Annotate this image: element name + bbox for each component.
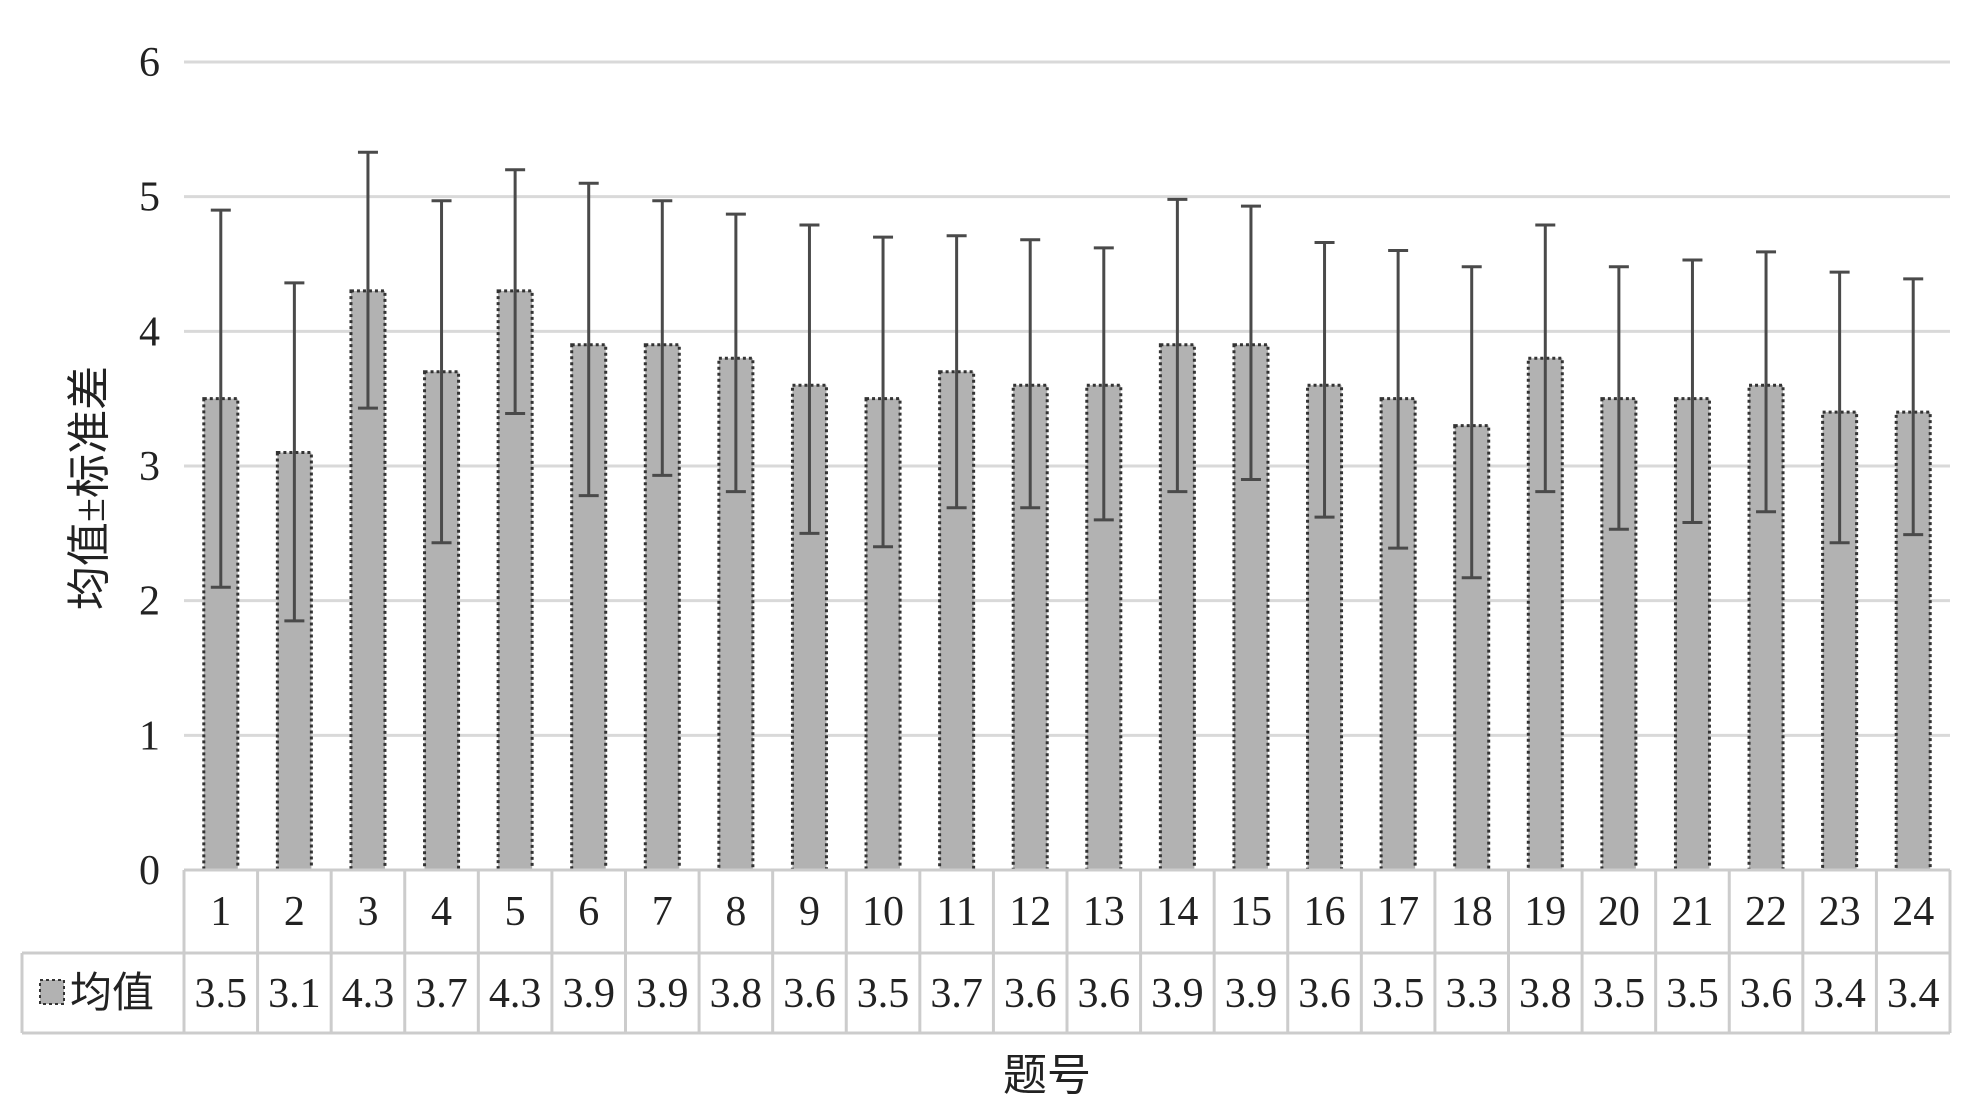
x-tick-label: 5 [505, 889, 526, 935]
data-label: 3.9 [1151, 971, 1204, 1017]
data-label: 3.8 [710, 971, 763, 1017]
x-tick-label: 11 [936, 889, 976, 935]
y-axis-title: 均值±标准差 [65, 366, 114, 610]
x-tick-label: 22 [1745, 889, 1787, 935]
data-label: 3.4 [1887, 971, 1940, 1017]
x-tick-label: 10 [862, 889, 904, 935]
y-tick-label: 3 [139, 444, 160, 490]
x-tick-label: 20 [1598, 889, 1640, 935]
x-tick-label: 14 [1156, 889, 1198, 935]
error-bar [1020, 238, 1041, 510]
data-label: 3.1 [268, 971, 321, 1017]
data-label: 3.5 [1666, 971, 1719, 1017]
error-bar [946, 234, 967, 510]
data-label: 3.6 [1078, 971, 1131, 1017]
error-bar [1240, 204, 1261, 481]
data-label: 3.5 [195, 971, 248, 1017]
x-tick-label: 3 [357, 889, 378, 935]
data-label: 3.9 [562, 971, 615, 1017]
error-bar [873, 235, 894, 549]
x-tick-label: 13 [1083, 889, 1125, 935]
error-bar [1756, 250, 1777, 514]
error-bar [505, 168, 526, 415]
error-bar [1903, 277, 1924, 537]
data-label: 3.3 [1445, 971, 1498, 1017]
x-tick-label: 15 [1230, 889, 1272, 935]
error-bar [1461, 265, 1482, 580]
x-tick-label: 24 [1892, 889, 1934, 935]
legend-swatch [39, 979, 65, 1005]
data-label: 3.5 [1593, 971, 1646, 1017]
data-label: 3.5 [857, 971, 910, 1017]
x-tick-label: 16 [1304, 889, 1346, 935]
data-label: 3.6 [783, 971, 836, 1017]
y-tick-label: 0 [139, 848, 160, 894]
error-bar [210, 208, 231, 589]
data-label: 3.7 [930, 971, 983, 1017]
y-tick-label: 4 [139, 309, 160, 355]
x-tick-label: 7 [652, 889, 673, 935]
x-tick-label: 8 [725, 889, 746, 935]
x-tick-label: 6 [578, 889, 599, 935]
error-bar [1535, 223, 1556, 494]
error-bar [799, 223, 820, 535]
error-bar [578, 181, 599, 498]
y-axis-ticks: 0 1 2 3 4 5 6 [139, 40, 160, 894]
error-bar [652, 199, 673, 477]
data-label: 3.6 [1740, 971, 1793, 1017]
x-tick-label: 21 [1671, 889, 1713, 935]
x-tick-label: 17 [1377, 889, 1419, 935]
error-bar [284, 281, 305, 623]
data-label: 3.9 [636, 971, 689, 1017]
error-bars [210, 150, 1924, 623]
error-bar [1388, 249, 1409, 550]
data-label: 3.9 [1225, 971, 1278, 1017]
legend-series-name: 均值 [70, 971, 154, 1017]
x-tick-label: 4 [431, 889, 452, 935]
error-bar [1682, 258, 1703, 525]
error-bar [1829, 270, 1850, 545]
error-bar [725, 212, 746, 494]
error-bar [1167, 197, 1188, 494]
x-tick-label: 1 [210, 889, 231, 935]
x-tick-label: 18 [1451, 889, 1493, 935]
y-tick-label: 5 [139, 175, 160, 221]
y-tick-label: 1 [139, 713, 160, 759]
data-label: 4.3 [489, 971, 542, 1017]
x-tick-label: 23 [1819, 889, 1861, 935]
error-bar [1314, 240, 1335, 519]
data-label: 3.6 [1004, 971, 1057, 1017]
x-tick-label: 2 [284, 889, 305, 935]
x-axis-title: 题号 [1003, 1051, 1091, 1100]
y-tick-label: 6 [139, 40, 160, 86]
error-bar [431, 199, 452, 545]
data-label: 3.6 [1298, 971, 1351, 1017]
error-bar [357, 150, 378, 410]
grid-lines [184, 60, 1950, 737]
data-label: 3.4 [1813, 971, 1866, 1017]
error-bar [1608, 265, 1629, 531]
x-tick-label: 9 [799, 889, 820, 935]
x-tick-label: 19 [1524, 889, 1566, 935]
data-label: 3.7 [415, 971, 468, 1017]
data-label: 3.8 [1519, 971, 1572, 1017]
y-tick-label: 2 [139, 579, 160, 625]
data-label: 4.3 [342, 971, 395, 1017]
data-table: 1 2 3 4 5 6 7 8 9 10 11 12 13 14 15 16 17 18 19 20 21 22 23 24均… [20, 868, 1952, 1035]
data-label: 3.5 [1372, 971, 1425, 1017]
error-bar [1093, 246, 1114, 522]
x-tick-label: 12 [1009, 889, 1051, 935]
bars [202, 289, 1932, 872]
